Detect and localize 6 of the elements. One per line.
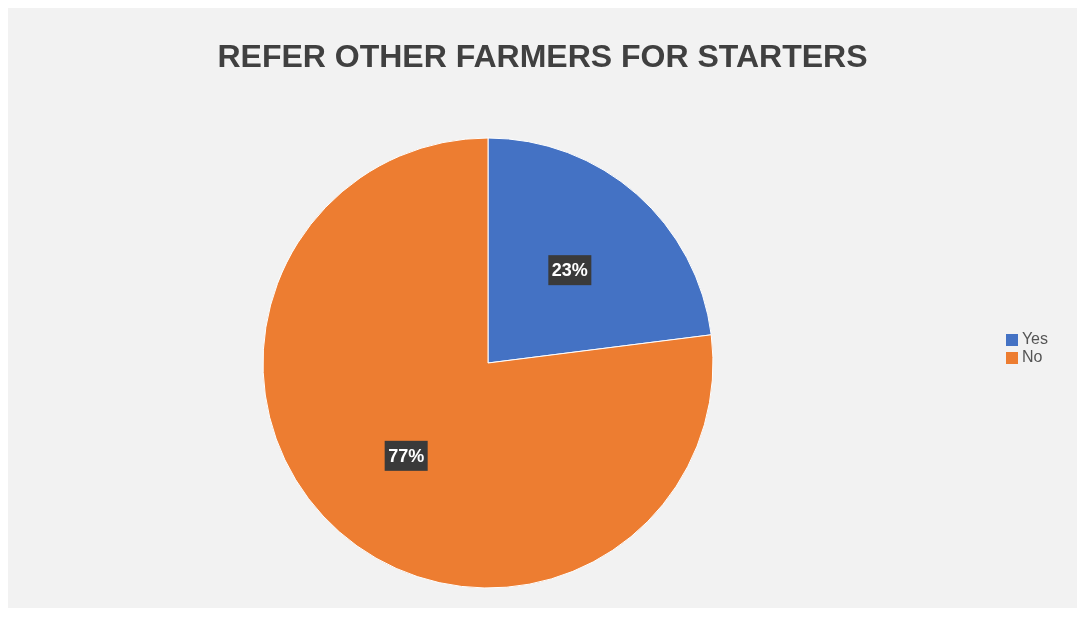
legend-label: Yes bbox=[1021, 330, 1048, 347]
chart-title: REFER OTHER FARMERS FOR STARTERS bbox=[216, 37, 869, 76]
data-label: 23% bbox=[551, 260, 588, 281]
pie-slice bbox=[262, 137, 714, 589]
data-label: 77% bbox=[388, 445, 425, 466]
legend-label: No bbox=[1021, 348, 1043, 365]
